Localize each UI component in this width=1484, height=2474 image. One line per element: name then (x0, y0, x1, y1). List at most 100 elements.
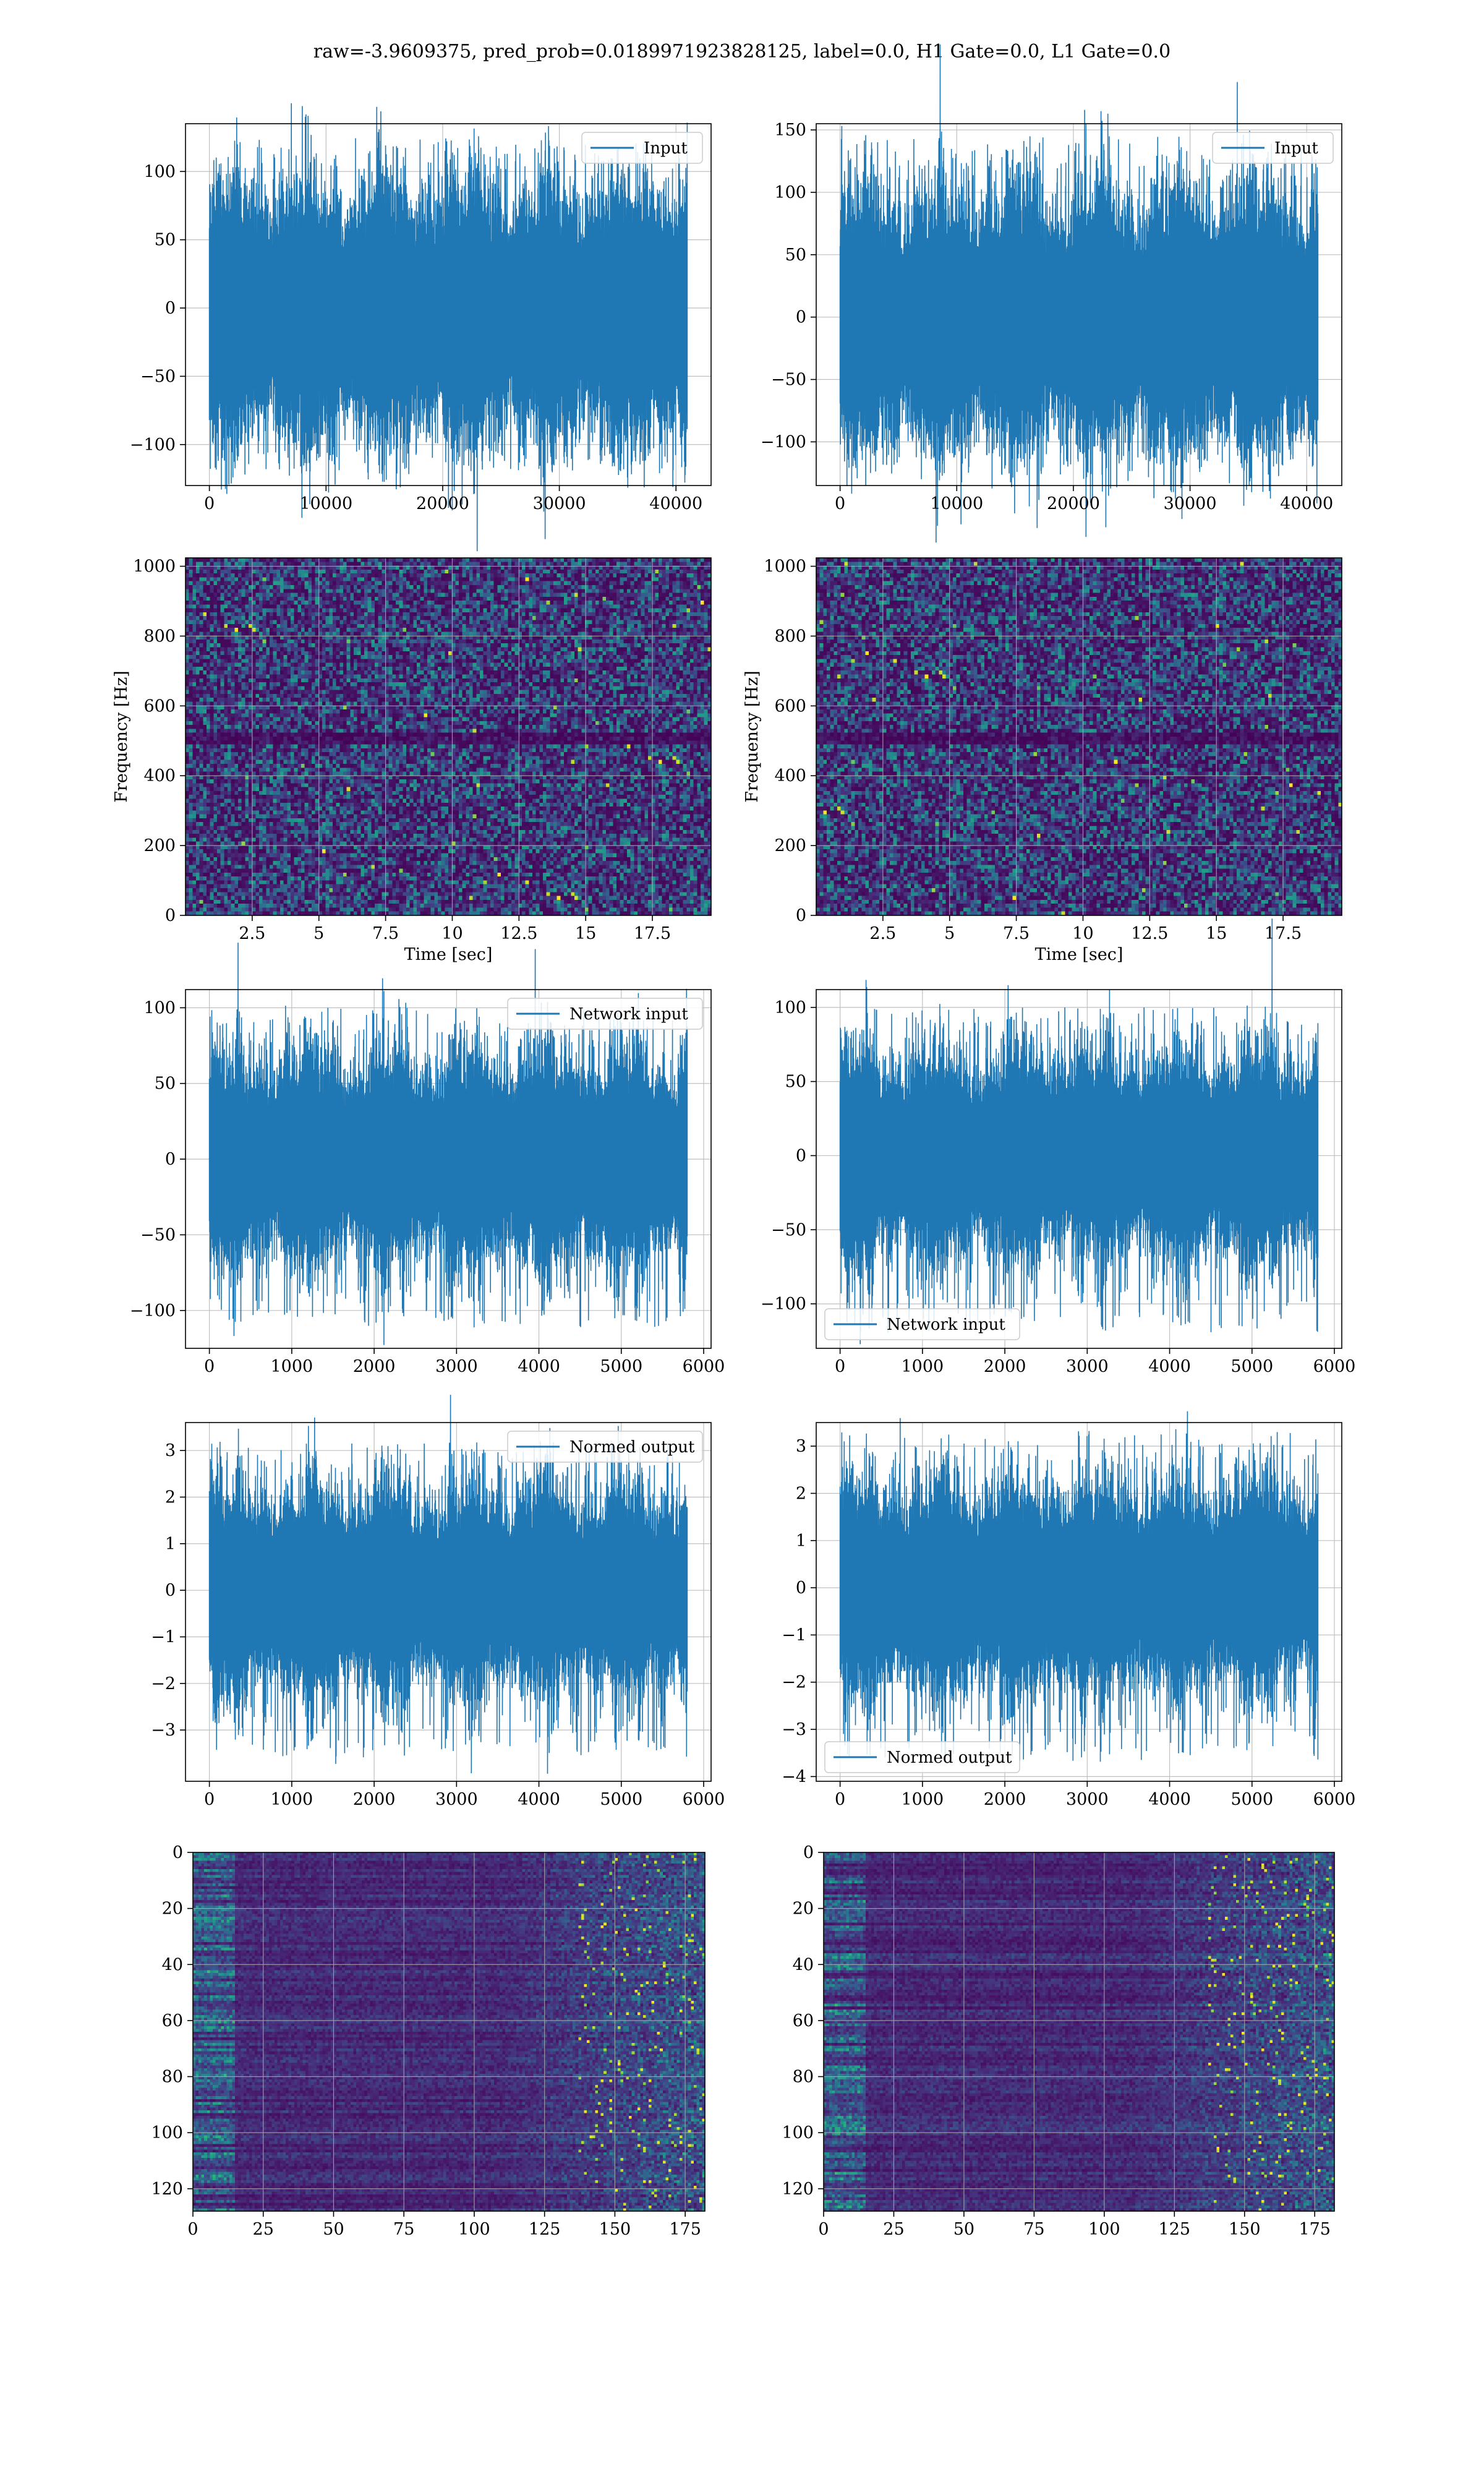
heatmap-cell (210, 609, 214, 613)
heatmap-cell (207, 577, 210, 581)
heatmap-cell (526, 581, 529, 586)
heatmap-cell (406, 570, 410, 574)
heatmap-cell (697, 589, 701, 593)
heatmap-cell (217, 581, 221, 586)
heatmap-cell (599, 581, 603, 586)
heatmap-cell (326, 573, 330, 578)
heatmap-cell (480, 562, 484, 566)
heatmap-cell (602, 558, 606, 562)
heatmap-cell (424, 609, 427, 613)
heatmap-cell (354, 570, 357, 574)
heatmap-cell (350, 577, 354, 581)
heatmap-cell (273, 570, 277, 574)
heatmap-cell (490, 604, 494, 609)
heatmap-cell (610, 601, 613, 605)
heatmap-cell (595, 597, 599, 601)
heatmap-cell (571, 581, 574, 586)
heatmap-cell (263, 577, 267, 581)
heatmap-cell (595, 593, 599, 597)
heatmap-cell (623, 601, 627, 605)
heatmap-cell (291, 577, 294, 581)
heatmap-cell (463, 601, 466, 605)
heatmap-cell (476, 562, 480, 566)
heatmap-cell (270, 609, 273, 613)
heatmap-cell (529, 581, 532, 586)
heatmap-cell (644, 601, 648, 605)
heatmap-cell (378, 581, 382, 586)
heatmap-cell (466, 601, 469, 605)
heatmap-cell (669, 577, 673, 581)
heatmap-cell (213, 573, 217, 578)
heatmap-cell (669, 589, 673, 593)
heatmap-cell (315, 597, 319, 601)
heatmap-cell (616, 589, 620, 593)
heatmap-cell (392, 597, 396, 601)
heatmap-cell (200, 585, 203, 589)
heatmap-cell (529, 585, 532, 589)
heatmap-cell (420, 585, 424, 589)
heatmap-cell (694, 570, 697, 574)
heatmap-cell (473, 577, 477, 581)
heatmap-cell (631, 581, 634, 586)
heatmap-cell (602, 573, 606, 578)
heatmap-cell (448, 585, 452, 589)
heatmap-cell (291, 573, 294, 578)
heatmap-cell (557, 581, 561, 586)
heatmap-cell (613, 573, 616, 578)
heatmap-cell (704, 570, 708, 574)
heatmap-cell (568, 562, 571, 566)
heatmap-cell (368, 577, 372, 581)
heatmap-cell (641, 570, 645, 574)
heatmap-cell (192, 577, 196, 581)
heatmap-cell (455, 601, 459, 605)
heatmap-cell (641, 604, 645, 609)
heatmap-cell (484, 589, 487, 593)
heatmap-cell (589, 601, 592, 605)
heatmap-cell (655, 593, 659, 597)
heatmap-cell (589, 573, 592, 578)
heatmap-cell (210, 562, 214, 566)
heatmap-cell (280, 589, 284, 593)
heatmap-cell (371, 573, 375, 578)
heatmap-cell (659, 573, 662, 578)
heatmap-cell (669, 558, 673, 562)
heatmap-cell (326, 562, 330, 566)
heatmap-cell (270, 585, 273, 589)
heatmap-cell (613, 593, 616, 597)
heatmap-cell (602, 604, 606, 609)
heatmap-cell (631, 597, 634, 601)
heatmap-cell (221, 581, 224, 586)
heatmap-cell (476, 589, 480, 593)
heatmap-cell (207, 589, 210, 593)
heatmap-cell (196, 604, 200, 609)
heatmap-cell (490, 597, 494, 601)
heatmap-cell (662, 597, 666, 601)
heatmap-cell (557, 585, 561, 589)
heatmap-cell (364, 593, 368, 597)
heatmap-cell (564, 585, 568, 589)
heatmap-cell (410, 562, 414, 566)
heatmap-cell (659, 585, 662, 589)
heatmap-cell (424, 597, 427, 601)
heatmap-cell (207, 562, 210, 566)
heatmap-cell (455, 570, 459, 574)
heatmap-cell (301, 585, 305, 589)
heatmap-cell (473, 558, 477, 562)
heatmap-cell (592, 604, 595, 609)
heatmap-cell (231, 597, 235, 601)
heatmap-cell (623, 558, 627, 562)
heatmap-cell (459, 570, 463, 574)
heatmap-cell (326, 581, 330, 586)
heatmap-cell (399, 581, 403, 586)
heatmap-cell (242, 577, 245, 581)
heatmap-cell (280, 558, 284, 562)
heatmap-cell (606, 577, 610, 581)
heatmap-cell (522, 585, 526, 589)
heatmap-cell (389, 604, 393, 609)
x-tick-label: 0 (204, 494, 215, 513)
heatmap-cell (270, 562, 273, 566)
heatmap-cell (644, 558, 648, 562)
heatmap-cell (613, 585, 616, 589)
heatmap-cell (547, 601, 550, 605)
heatmap-cell (665, 573, 669, 578)
